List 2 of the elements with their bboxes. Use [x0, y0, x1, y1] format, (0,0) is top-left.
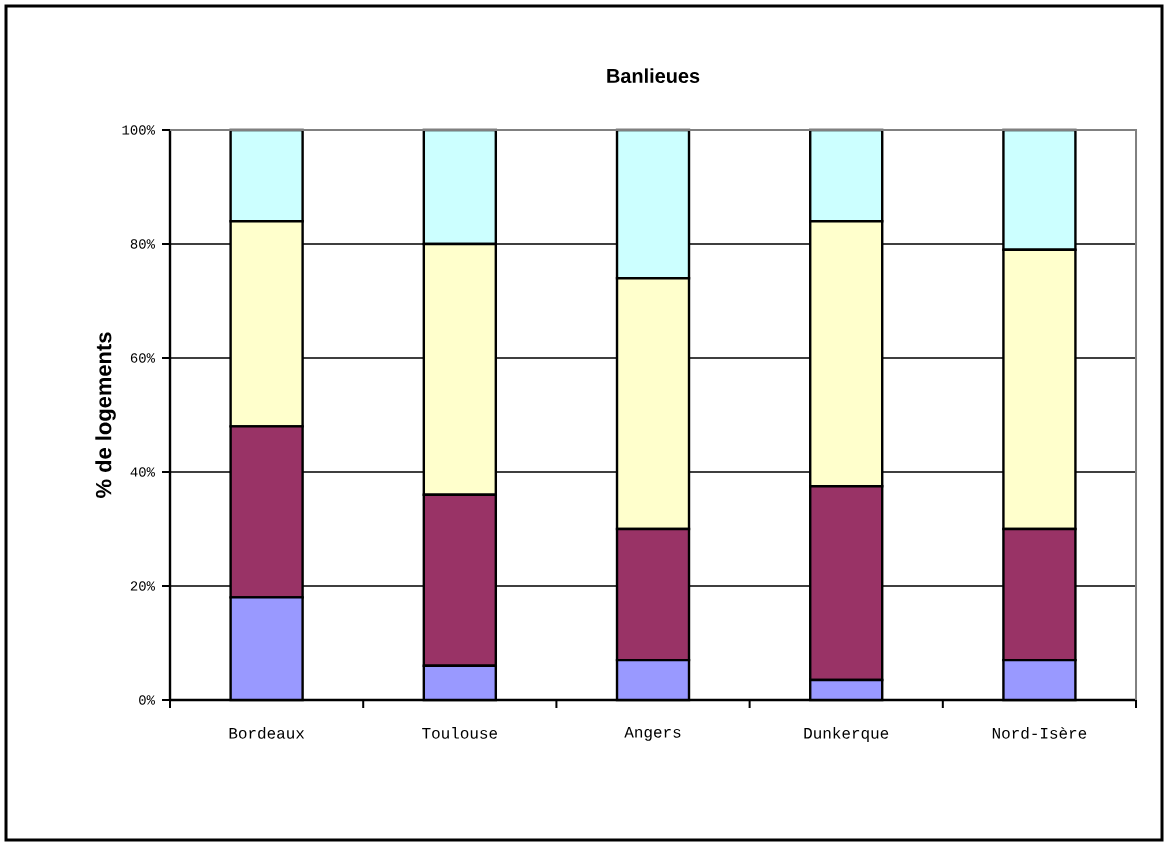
y-axis-title: % de logements [95, 332, 116, 498]
chart-title: Banlieues [607, 68, 700, 83]
